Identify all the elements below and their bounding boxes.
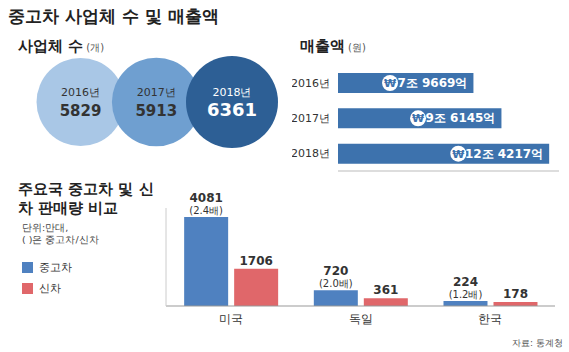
svg-text:5913: 5913 bbox=[135, 102, 177, 120]
svg-text:2017년: 2017년 bbox=[137, 86, 176, 99]
svg-text:한국: 한국 bbox=[478, 312, 502, 326]
svg-text:₩: ₩ bbox=[452, 148, 464, 161]
svg-text:9조 6145억: 9조 6145억 bbox=[426, 111, 496, 125]
html-text:매출액 (원): 매출액 (원) bbox=[300, 37, 366, 55]
svg-text:178: 178 bbox=[503, 287, 528, 301]
svg-text:12조 4217억: 12조 4217억 bbox=[465, 147, 543, 161]
svg-text:(2.4배): (2.4배) bbox=[189, 205, 223, 216]
svg-text:720: 720 bbox=[323, 264, 348, 278]
svg-text:2016년: 2016년 bbox=[61, 86, 100, 99]
svg-text:2018년: 2018년 bbox=[213, 86, 252, 99]
svg-text:4081: 4081 bbox=[189, 191, 222, 205]
html-text:자료: 통계청: 자료: 통계청 bbox=[512, 338, 563, 348]
svg-text:₩: ₩ bbox=[384, 77, 396, 90]
svg-text:5829: 5829 bbox=[60, 102, 102, 120]
html-text:중고차 사업체 수 및 매출액: 중고차 사업체 수 및 매출액 bbox=[8, 6, 219, 26]
svg-text:2016년: 2016년 bbox=[292, 77, 330, 90]
svg-text:2018년: 2018년 bbox=[292, 147, 330, 160]
svg-text:6361: 6361 bbox=[207, 99, 257, 120]
html-text:신차: 신차 bbox=[39, 282, 61, 295]
html-text:주요국 중고차 및 신차 판매량 비교: 주요국 중고차 및 신차 판매량 비교 bbox=[18, 180, 154, 217]
svg-text:361: 361 bbox=[373, 283, 398, 297]
svg-text:독일: 독일 bbox=[349, 312, 373, 326]
svg-text:2017년: 2017년 bbox=[292, 112, 330, 125]
html-text:사업체 수(개): 사업체 수(개) bbox=[18, 37, 104, 55]
svg-text:224: 224 bbox=[453, 275, 478, 289]
html-text:중고차: 중고차 bbox=[39, 261, 72, 274]
svg-text:(1.2배): (1.2배) bbox=[449, 289, 483, 300]
svg-text:7조 9669억: 7조 9669억 bbox=[397, 76, 467, 90]
html-text:단위:만대, ( )은 중고차/신차: 단위:만대, ( )은 중고차/신차 bbox=[22, 222, 99, 245]
svg-text:₩: ₩ bbox=[412, 112, 424, 125]
svg-text:1706: 1706 bbox=[239, 254, 272, 268]
svg-text:미국: 미국 bbox=[219, 312, 243, 326]
svg-text:(2.0배): (2.0배) bbox=[319, 278, 353, 289]
